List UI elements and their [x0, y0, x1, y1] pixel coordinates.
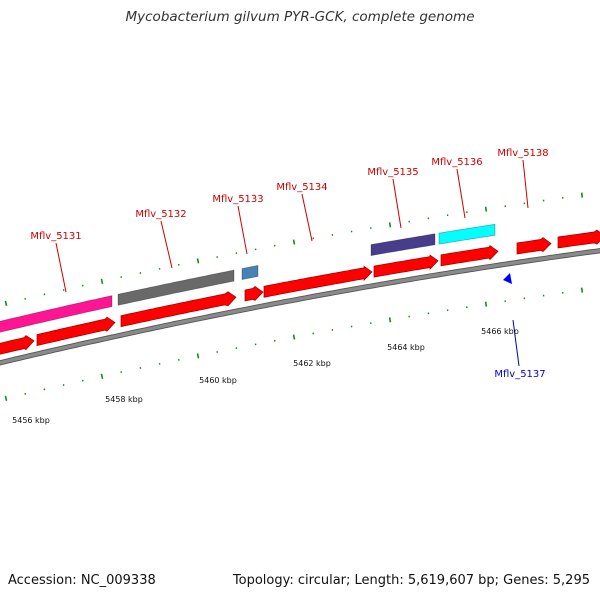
leader-line-mflv_5135 — [392, 178, 402, 229]
gene-label-mflv-5137: Mflv_5137 — [494, 369, 545, 380]
cds-arrow-1 — [0, 335, 35, 355]
backbone — [0, 248, 600, 365]
accession-text: Accession: NC_009338 — [8, 573, 156, 588]
gene-label-mflv_5131: Mflv_5131 — [30, 231, 81, 242]
cds-arrow-9 — [557, 229, 600, 249]
cds-arrow-7 — [440, 245, 499, 267]
outer-ring-major-tick — [388, 317, 392, 323]
leader-line-mflv_5134 — [301, 193, 313, 242]
inner-ring-major-tick — [580, 192, 584, 198]
scale-label-5466-kbp: 5466 kbp — [481, 327, 519, 336]
outer-ring-major-tick — [4, 395, 8, 401]
inner-ring-major-tick — [388, 222, 392, 228]
gene-label-mflv_5136: Mflv_5136 — [431, 157, 482, 168]
scale-label-5464-kbp: 5464 kbp — [387, 343, 425, 352]
inner-ring-major-tick — [4, 300, 8, 306]
outer-ring-major-tick — [484, 301, 488, 307]
gene-band-mflv_5133 — [241, 264, 259, 281]
outer-ring-major-tick — [292, 334, 296, 340]
page-title: Mycobacterium gilvum PYR-GCK, complete g… — [125, 9, 475, 25]
outer-ring-major-tick — [580, 287, 584, 293]
scale-label-5460-kbp: 5460 kbp — [199, 376, 237, 385]
scale-label-5458-kbp: 5458 kbp — [105, 395, 143, 404]
scale-label-5462-kbp: 5462 kbp — [293, 359, 331, 368]
leader-line-mflv_5136 — [456, 168, 466, 219]
leader-line-mflv-5137 — [512, 319, 520, 367]
gene-band-mflv_5136 — [438, 223, 496, 245]
outer-ring-major-tick — [196, 353, 200, 359]
inner-ring-major-tick — [484, 206, 488, 212]
leader-line-mflv_5133 — [237, 205, 248, 255]
cds-arrow-5 — [263, 265, 373, 298]
cds-arrow-2 — [36, 316, 116, 347]
cds-arrow-8 — [516, 237, 552, 255]
inner-ring-major-tick — [292, 239, 296, 245]
scale-label-5456-kbp: 5456 kbp — [12, 416, 50, 425]
gene-label-mflv_5138: Mflv_5138 — [497, 148, 548, 159]
cds-arrow-6 — [373, 254, 439, 278]
cds-arrow-3 — [120, 291, 237, 328]
leader-line-mflv_5132 — [160, 220, 173, 269]
inner-ring-major-tick — [100, 278, 104, 284]
gene-label-mflv_5132: Mflv_5132 — [135, 209, 186, 220]
genome-summary-text: Topology: circular; Length: 5,619,607 bp… — [232, 573, 590, 588]
cds-arrow-4 — [244, 286, 264, 302]
gene-mark-mflv-5137 — [503, 273, 512, 284]
leader-line-mflv_5138 — [522, 159, 529, 209]
leader-line-mflv_5131 — [55, 242, 67, 293]
gene-label-mflv_5133: Mflv_5133 — [212, 194, 263, 205]
gene-band-mflv_5135 — [370, 233, 436, 257]
gene-band-mflv_5131 — [0, 295, 113, 333]
gene-band-mflv_5132 — [117, 269, 235, 306]
gene-label-mflv_5135: Mflv_5135 — [367, 167, 418, 178]
gene-label-mflv_5134: Mflv_5134 — [276, 182, 327, 193]
inner-ring-major-tick — [196, 258, 200, 264]
outer-ring-major-tick — [100, 373, 104, 379]
